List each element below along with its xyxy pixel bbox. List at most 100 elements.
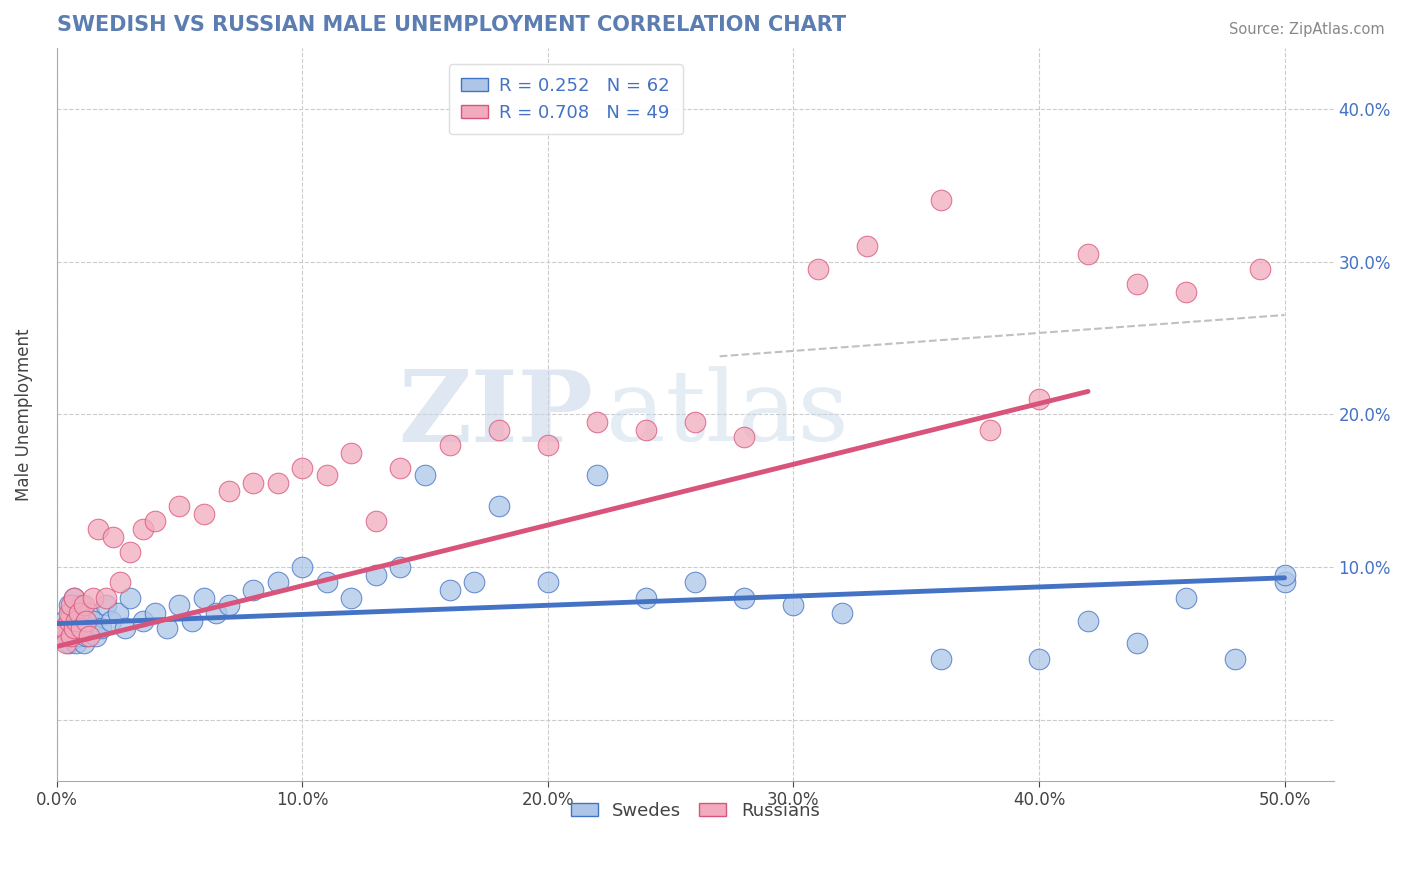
Point (193, 591, 215, 605)
Point (856, 239, 879, 253)
Point (65, 636, 87, 650)
Point (65, 614, 87, 628)
Point (90, 621, 112, 635)
Point (70, 599, 93, 613)
Point (537, 438, 560, 452)
Point (110, 575, 132, 590)
Point (1249, 262, 1271, 277)
Point (1126, 277, 1149, 292)
Point (266, 476, 288, 491)
Point (169, 599, 191, 613)
Point (67, 606, 90, 620)
Point (62, 621, 84, 635)
Point (979, 423, 1001, 437)
Point (463, 575, 485, 590)
Point (55, 636, 77, 650)
Point (180, 614, 202, 628)
Point (62, 621, 84, 635)
Point (1225, 652, 1247, 666)
Point (1274, 575, 1296, 590)
Point (1077, 247, 1099, 261)
Point (101, 530, 124, 544)
Point (1274, 567, 1296, 582)
Point (62, 591, 84, 605)
Point (60, 606, 83, 620)
Text: Source: ZipAtlas.com: Source: ZipAtlas.com (1229, 22, 1385, 37)
Point (291, 460, 314, 475)
Point (84, 629, 107, 643)
Point (1028, 652, 1050, 666)
Point (70, 621, 93, 635)
Point (364, 514, 387, 528)
Point (143, 514, 166, 528)
Point (94, 599, 117, 613)
Point (929, 652, 952, 666)
Point (67, 606, 90, 620)
Point (58, 614, 80, 628)
Point (143, 606, 166, 620)
Point (1126, 636, 1149, 650)
Point (929, 194, 952, 208)
Point (586, 468, 609, 483)
Point (67, 629, 90, 643)
Point (340, 445, 363, 459)
Point (75, 614, 97, 628)
Text: atlas: atlas (606, 367, 848, 462)
Point (60, 629, 83, 643)
Point (389, 460, 412, 475)
Point (218, 599, 240, 613)
Point (488, 499, 510, 513)
Point (87, 522, 110, 536)
Point (315, 468, 337, 483)
Point (60, 599, 83, 613)
Point (82, 614, 104, 628)
Point (683, 575, 706, 590)
Point (62, 591, 84, 605)
Point (58, 606, 80, 620)
Point (72, 614, 94, 628)
Point (72, 636, 94, 650)
Point (131, 522, 153, 536)
Point (389, 560, 412, 574)
Point (70, 621, 93, 635)
Point (131, 614, 153, 628)
Point (1077, 614, 1099, 628)
Point (94, 591, 117, 605)
Point (586, 415, 609, 429)
Point (266, 575, 288, 590)
Point (340, 591, 363, 605)
Text: ZIP: ZIP (398, 366, 593, 463)
Point (80, 621, 103, 635)
Point (55, 621, 77, 635)
Point (205, 606, 228, 620)
Point (291, 560, 314, 574)
Point (65, 614, 87, 628)
Point (107, 606, 129, 620)
Point (72, 599, 94, 613)
Legend: Swedes, Russians: Swedes, Russians (564, 795, 827, 827)
Y-axis label: Male Unemployment: Male Unemployment (15, 328, 32, 500)
Point (683, 415, 706, 429)
Point (537, 575, 560, 590)
Point (51, 629, 73, 643)
Text: SWEDISH VS RUSSIAN MALE UNEMPLOYMENT CORRELATION CHART: SWEDISH VS RUSSIAN MALE UNEMPLOYMENT COR… (56, 15, 846, 35)
Point (315, 575, 337, 590)
Point (733, 430, 755, 444)
Point (488, 423, 510, 437)
Point (60, 629, 83, 643)
Point (120, 591, 142, 605)
Point (242, 476, 264, 491)
Point (120, 545, 142, 559)
Point (58, 599, 80, 613)
Point (193, 507, 215, 521)
Point (1175, 591, 1198, 605)
Point (53, 614, 76, 628)
Point (634, 591, 657, 605)
Point (439, 582, 461, 597)
Point (242, 582, 264, 597)
Point (1028, 392, 1050, 406)
Point (218, 483, 240, 498)
Point (75, 629, 97, 643)
Point (807, 262, 830, 277)
Point (100, 614, 122, 628)
